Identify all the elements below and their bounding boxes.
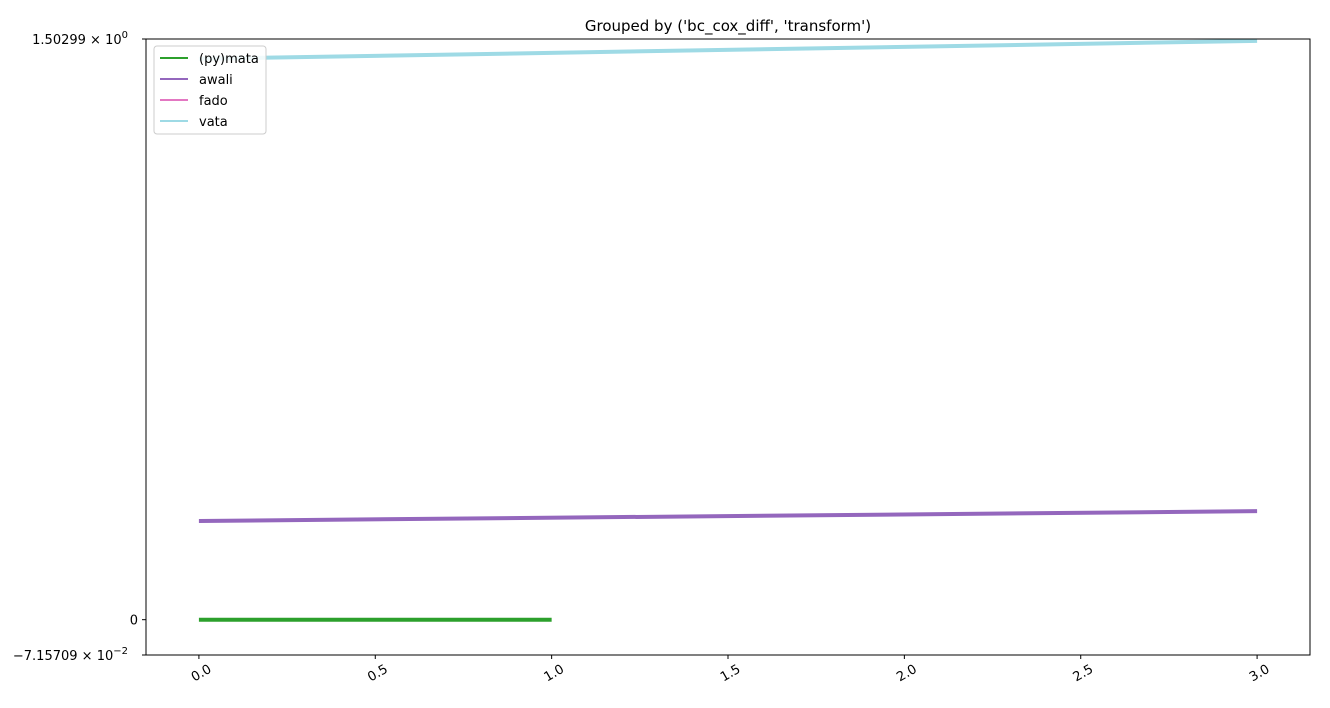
chart-title: Grouped by ('bc_cox_diff', 'transform')	[585, 17, 871, 36]
legend-label-2: fado	[199, 94, 228, 109]
legend-box	[153, 45, 267, 135]
y-tick-label-1: 0	[130, 614, 138, 629]
legend-label-0: (py)mata	[199, 52, 259, 67]
series-layer	[198, 38, 1258, 622]
y-axis: 1.50299 × 100 0 −7.15709 × 10−2	[13, 30, 146, 664]
series-line-3	[198, 38, 1258, 61]
series-line-1	[198, 509, 1258, 524]
legend-label-3: vata	[199, 115, 228, 130]
legend: (py)mata awali fado vata	[153, 45, 267, 135]
legend-label-1: awali	[199, 73, 233, 88]
y-tick-label-0: 1.50299 × 100	[32, 30, 128, 48]
y-tick-label-2: −7.15709 × 10−2	[13, 646, 128, 664]
